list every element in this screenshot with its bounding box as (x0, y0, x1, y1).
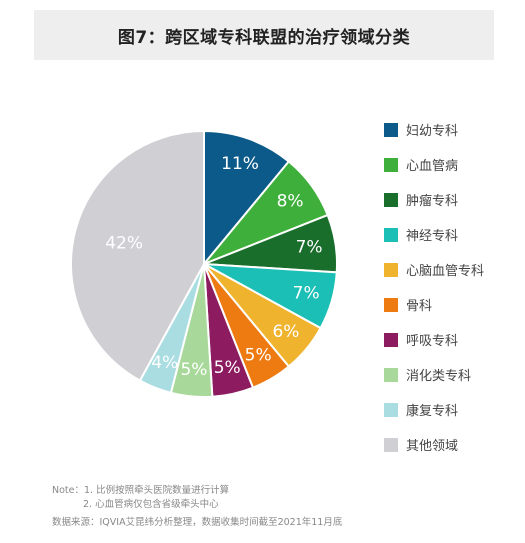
legend-item-9: 其他领域 (384, 427, 484, 462)
source-text: 数据来源：IQVIA艾昆纬分析整理，数据收集时间截至2021年11月底 (52, 517, 343, 528)
legend-label: 康复专科 (406, 404, 459, 419)
legend-label: 妇幼专科 (406, 124, 459, 139)
note-line-2: 2. 心血管病仅包含省级牵头中心 (83, 499, 219, 510)
legend-label: 神经专科 (406, 229, 459, 244)
legend-swatch (384, 192, 398, 207)
legend-label: 肿瘤专科 (406, 194, 459, 209)
legend-swatch (384, 122, 398, 137)
legend-swatch (384, 262, 398, 277)
slice-label-7: 5% (180, 360, 207, 380)
title-band: 图7：跨区域专科联盟的治疗领域分类 (34, 10, 494, 60)
legend-label: 呼吸专科 (406, 334, 459, 349)
legend-swatch (384, 367, 398, 382)
legend: 妇幼专科心血管病肿瘤专科神经专科心脑血管专科 骨科呼吸专科消化类专科康复专科其他领… (384, 112, 484, 462)
legend-item-3: 神经专科 (384, 217, 484, 252)
legend-label: 其他领域 (406, 439, 459, 454)
chart-title: 图7：跨区域专科联盟的治疗领域分类 (117, 27, 411, 48)
legend-item-7: 消化类专科 (384, 357, 484, 392)
legend-item-8: 康复专科 (384, 392, 484, 427)
slice-label-4: 6% (272, 322, 299, 342)
legend-swatch (384, 402, 398, 417)
legend-item-0: 妇幼专科 (384, 112, 484, 147)
note-line-1: Note：1. 比例按照牵头医院数量进行计算 (52, 485, 230, 496)
legend-swatch (384, 227, 398, 242)
legend-item-1: 心血管病 (384, 147, 484, 182)
legend-swatch (384, 297, 398, 312)
slice-label-0: 11% (221, 154, 259, 174)
slice-label-9: 42% (105, 233, 143, 253)
legend-item-5: 骨科 (384, 287, 484, 322)
notes: Note：1. 比例按照牵头医院数量进行计算 2. 心血管病仅包含省级牵头中心 (52, 484, 229, 512)
slice-label-3: 7% (293, 284, 320, 304)
legend-label: 心血管病 (406, 159, 459, 174)
pie-slice-0 (203, 129, 291, 267)
legend-swatch (384, 157, 398, 172)
slice-label-1: 8% (277, 191, 304, 211)
slice-label-6: 5% (214, 358, 241, 378)
slice-label-5: 5% (245, 346, 272, 366)
legend-item-4: 心脑血管专科 (384, 252, 484, 287)
legend-label: 心脑血管专科 (406, 264, 485, 279)
legend-item-6: 呼吸专科 (384, 322, 484, 357)
pie-slice-9 (70, 129, 205, 382)
legend-item-2: 肿瘤专科 (384, 182, 484, 217)
legend-swatch (384, 437, 398, 452)
legend-swatch (384, 332, 398, 347)
legend-label: 骨科 (406, 299, 433, 314)
legend-label: 消化类专科 (406, 369, 472, 384)
slice-label-8: 4% (151, 353, 178, 373)
slice-label-2: 7% (296, 237, 323, 257)
